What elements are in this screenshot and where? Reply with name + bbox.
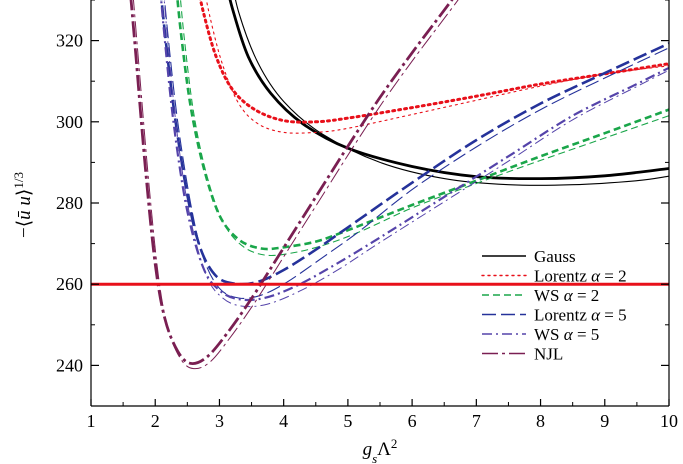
legend-label-lorentz-2: Lorentz α = 2 xyxy=(534,267,627,286)
x-axis-label: gsΛ2 xyxy=(363,436,398,464)
y-axis-label: −⟨ū u⟩1/3 xyxy=(11,172,36,238)
legend-label-ws-5: WS α = 5 xyxy=(534,325,599,344)
series-lorentz-5-line-2 xyxy=(164,0,669,299)
series-ws-5-line-2 xyxy=(163,0,669,308)
ticks-layer: 1 2 3 4 5 6 7 8 9 10 240 260 280 300 320 xyxy=(56,0,678,431)
series-ws-2-line-1 xyxy=(176,0,669,251)
x-tick-label: 1 xyxy=(87,411,96,431)
y-tick-label: 320 xyxy=(56,31,83,51)
series-gauss-line-1 xyxy=(228,0,669,181)
x-tick-label: 2 xyxy=(151,411,160,431)
x-tick-label: 10 xyxy=(660,411,678,431)
x-tick-label: 4 xyxy=(279,411,288,431)
series-lorentz-5-line-1 xyxy=(160,0,669,286)
series-ws-2-line-2 xyxy=(179,0,669,257)
x-tick-label: 6 xyxy=(408,411,417,431)
x-tick-label: 5 xyxy=(343,411,352,431)
axes-layer xyxy=(90,0,670,407)
series-ws-5-line-1 xyxy=(160,0,669,302)
y-tick-label: 240 xyxy=(56,355,83,375)
legend-label-gauss: Gauss xyxy=(534,247,576,266)
x-tick-label: 3 xyxy=(215,411,224,431)
x-tick-label: 8 xyxy=(536,411,545,431)
x-tick-label: 9 xyxy=(600,411,609,431)
series-lorentz-2-line-2 xyxy=(205,0,669,134)
curves-layer xyxy=(129,0,669,370)
legend-label-lorentz-5: Lorentz α = 5 xyxy=(534,306,627,325)
series-gauss-line-2 xyxy=(234,0,669,186)
series-njl-line-2 xyxy=(132,0,459,370)
y-tick-label: 260 xyxy=(56,274,83,294)
y-tick-label: 280 xyxy=(56,193,83,213)
legend-label-ws-2: WS α = 2 xyxy=(534,286,599,305)
legend-label-njl: NJL xyxy=(534,345,563,364)
x-tick-label: 7 xyxy=(472,411,481,431)
y-tick-label: 300 xyxy=(56,112,83,132)
series-njl-line-1 xyxy=(129,0,454,366)
series-lorentz-2-line-1 xyxy=(198,0,669,124)
